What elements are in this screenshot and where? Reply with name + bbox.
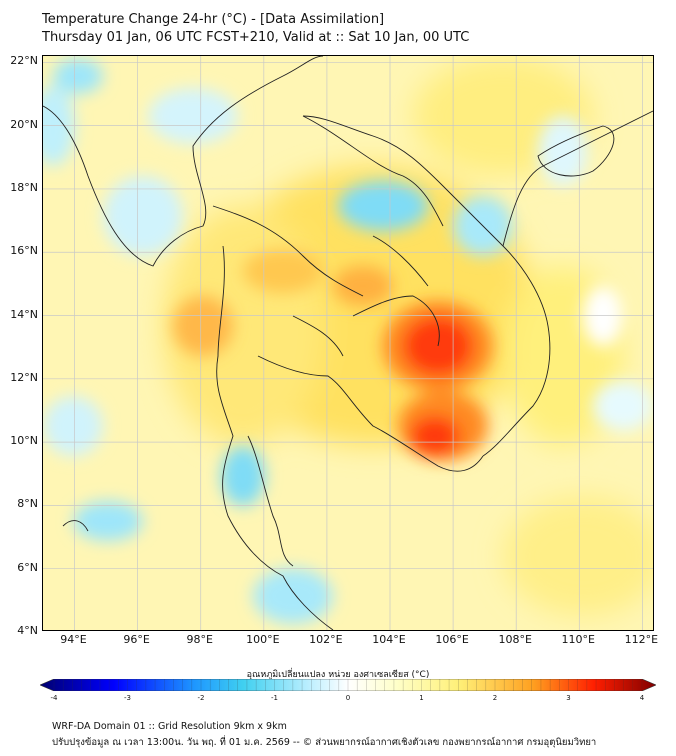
coastlines xyxy=(43,56,653,630)
colorbar-tick-label: 0 xyxy=(345,694,351,702)
lon-tick-label: 100°E xyxy=(246,633,280,646)
colorbar-tick-label: 4 xyxy=(639,694,645,702)
cool-anomaly-layer xyxy=(43,58,653,624)
colorbar-label: อุณหภูมิเปลี่ยนแปลง หน่วย องศาเซลเซียส (… xyxy=(246,670,430,680)
lon-tick-label: 96°E xyxy=(123,633,150,646)
lat-tick-label: 4°N xyxy=(17,624,38,637)
colorbar-tick-label: -3 xyxy=(124,694,131,702)
lon-tick-label: 106°E xyxy=(435,633,469,646)
temperature-change-map xyxy=(42,55,654,631)
lon-tick-label: 102°E xyxy=(309,633,343,646)
lat-tick-label: 16°N xyxy=(10,244,38,258)
chart-subtitle: Thursday 01 Jan, 06 UTC FCST+210, Valid … xyxy=(42,30,470,45)
lat-tick-label: 8°N xyxy=(17,497,38,511)
colorbar-tick-label: 3 xyxy=(566,694,571,702)
lon-tick-label: 110°E xyxy=(561,633,596,646)
lat-tick-label: 22°N xyxy=(10,54,38,68)
lat-tick-label: 18°N xyxy=(10,180,38,194)
colorbar-tick-label: 1 xyxy=(419,694,424,702)
colorbar-tick-label: -1 xyxy=(271,694,278,702)
lon-tick-label: 98°E xyxy=(186,633,213,646)
lon-tick-label: 94°E xyxy=(60,633,87,646)
lat-tick-label: 20°N xyxy=(10,117,38,131)
colorbar-tick-label: -4 xyxy=(50,694,58,702)
colorbar-tick-label: -2 xyxy=(197,694,205,702)
lat-tick-label: 12°N xyxy=(10,370,38,384)
lat-tick-label: 10°N xyxy=(10,434,38,448)
chart-title: Temperature Change 24-hr (°C) - [Data As… xyxy=(42,12,385,27)
lat-tick-label: 6°N xyxy=(17,560,38,574)
colorbar-tick-marks xyxy=(53,679,643,691)
colorbar xyxy=(40,679,656,691)
lon-tick-label: 104°E xyxy=(372,633,406,646)
gridlines xyxy=(43,56,653,630)
footer-model-info: WRF-DA Domain 01 :: Grid Resolution 9km … xyxy=(52,721,287,732)
colorbar-gradient xyxy=(40,679,656,691)
lon-tick-label: 108°E xyxy=(498,633,532,646)
lat-tick-label: 14°N xyxy=(10,307,38,321)
footer-credits: ปรับปรุงข้อมูล ณ เวลา 13:00น. วัน พฤ. ที… xyxy=(52,737,597,748)
colorbar-tick-label: 2 xyxy=(492,694,498,702)
lon-tick-label: 112°E xyxy=(624,633,659,646)
